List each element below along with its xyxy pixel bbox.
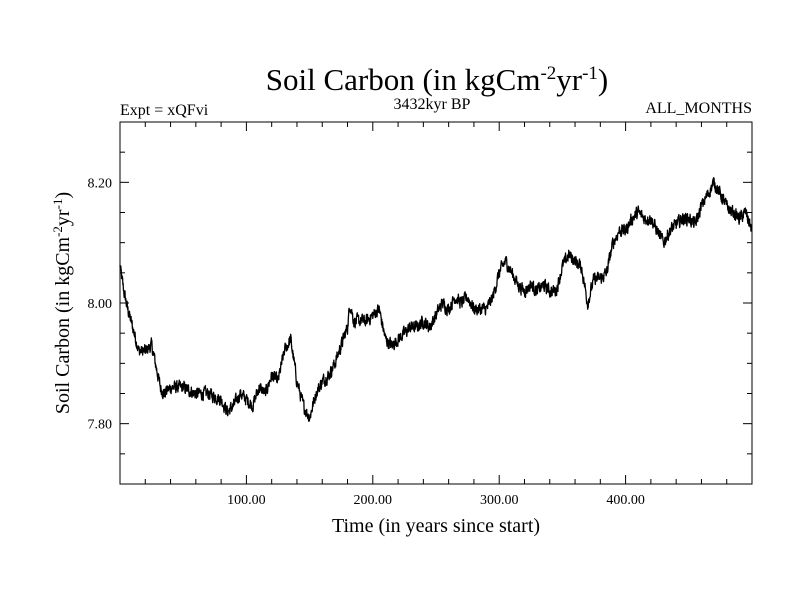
x-tick-label: 100.00: [227, 493, 266, 508]
axis-ticks: 100.00 200.00 300.00 400.00 7.80 8.00 8.20: [88, 122, 752, 508]
subtitle-period: 3432kyr BP: [394, 96, 471, 113]
subtitle-months: ALL_MONTHS: [645, 100, 752, 117]
chart-title: Soil Carbon (in kgCm-2yr-1): [266, 62, 609, 97]
x-tick-label: 300.00: [480, 493, 519, 508]
x-tick-label: 200.00: [354, 493, 393, 508]
y-tick-label: 7.80: [88, 418, 113, 433]
y-tick-label: 8.00: [88, 297, 113, 312]
x-tick-label: 400.00: [606, 493, 645, 508]
plot-frame: [119, 121, 753, 485]
series-line-soil-carbon: [119, 177, 753, 422]
subtitle-experiment: Expt = xQFvi: [120, 102, 209, 119]
y-axis-label: Soil Carbon (in kgCm-2yr-1): [50, 192, 74, 414]
x-axis-label: Time (in years since start): [332, 515, 540, 537]
y-tick-label: 8.20: [88, 176, 113, 191]
